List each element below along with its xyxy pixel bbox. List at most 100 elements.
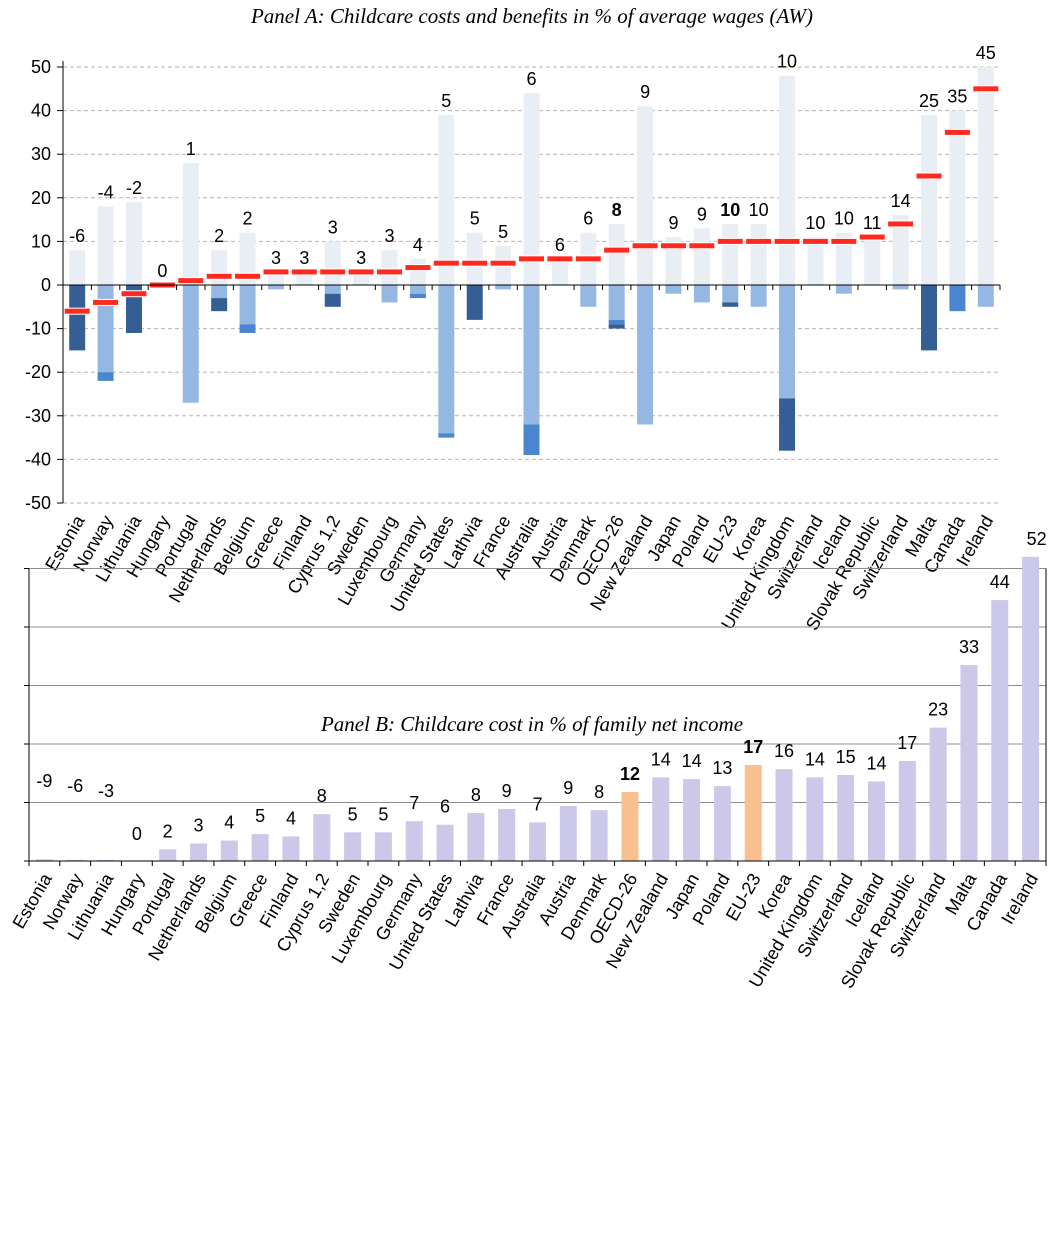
bar-cost bbox=[239, 232, 256, 285]
bar-cost bbox=[97, 206, 114, 285]
net-marker bbox=[915, 172, 943, 180]
data-label: 1 bbox=[186, 139, 196, 159]
data-label: 5 bbox=[441, 91, 451, 111]
panel-a-chart: -50-40-30-20-1001020304050-6Estonia-4Nor… bbox=[25, 43, 1001, 634]
data-label: 3 bbox=[385, 226, 395, 246]
net-marker bbox=[319, 268, 347, 276]
net-marker bbox=[830, 237, 858, 245]
net-marker bbox=[972, 85, 1000, 93]
bar bbox=[652, 777, 670, 861]
data-label: 16 bbox=[774, 741, 794, 761]
y-tick-label: -20 bbox=[25, 362, 51, 382]
data-label: 3 bbox=[271, 248, 281, 268]
net-marker bbox=[461, 259, 489, 267]
bar-benefit-dark bbox=[211, 298, 228, 312]
bar bbox=[66, 859, 84, 861]
bar bbox=[498, 808, 516, 861]
data-label: 8 bbox=[471, 785, 481, 805]
bar bbox=[775, 769, 793, 861]
bar bbox=[35, 859, 53, 861]
bar-benefit-light bbox=[835, 285, 852, 294]
data-label: 11 bbox=[863, 213, 882, 233]
net-marker bbox=[120, 290, 148, 298]
bar-cost bbox=[835, 232, 852, 285]
bar-benefit-dark bbox=[608, 324, 625, 329]
data-label: 4 bbox=[413, 235, 423, 255]
bar-benefit-light bbox=[239, 285, 256, 325]
bar bbox=[344, 832, 362, 861]
data-label: 2 bbox=[214, 226, 224, 246]
bar bbox=[898, 760, 916, 861]
data-label: 5 bbox=[498, 222, 508, 242]
bar bbox=[713, 786, 731, 861]
bar bbox=[559, 806, 577, 861]
bar-benefit-light bbox=[523, 285, 540, 425]
bar-benefit-mid bbox=[949, 285, 966, 312]
data-label: 45 bbox=[976, 43, 996, 63]
net-marker bbox=[943, 128, 971, 136]
data-label: 6 bbox=[526, 69, 536, 89]
net-marker bbox=[432, 259, 460, 267]
bar-benefit-mid bbox=[239, 324, 256, 333]
net-marker bbox=[688, 242, 716, 250]
data-label: 35 bbox=[947, 87, 967, 107]
net-marker bbox=[234, 272, 262, 280]
bar-benefit-mid bbox=[608, 319, 625, 325]
bar-benefit-light bbox=[409, 285, 426, 294]
bar bbox=[991, 600, 1009, 861]
net-marker bbox=[546, 255, 574, 263]
data-label: 25 bbox=[919, 91, 939, 111]
bar bbox=[190, 843, 207, 861]
data-label: 5 bbox=[255, 806, 265, 826]
net-marker bbox=[773, 237, 801, 245]
bar-benefit-light bbox=[722, 285, 739, 303]
data-label: -2 bbox=[126, 178, 142, 198]
data-label: 3 bbox=[193, 815, 203, 835]
data-label: 6 bbox=[440, 797, 450, 817]
bar-benefit-light bbox=[182, 285, 199, 403]
bar-benefit-light bbox=[779, 285, 796, 399]
net-marker bbox=[631, 242, 659, 250]
panel-a-title: Panel A: Childcare costs and benefits in… bbox=[250, 4, 814, 28]
data-label: 15 bbox=[836, 747, 856, 767]
data-label: 44 bbox=[990, 572, 1010, 592]
net-marker bbox=[404, 264, 432, 272]
bar-benefit-dark bbox=[921, 285, 938, 351]
bar-cost bbox=[438, 114, 455, 286]
data-label: 9 bbox=[640, 82, 650, 102]
bar-cost bbox=[551, 258, 568, 285]
data-label: 9 bbox=[563, 778, 573, 798]
bar-cost bbox=[466, 232, 483, 285]
bar-cost bbox=[182, 162, 199, 285]
net-marker bbox=[574, 255, 602, 263]
data-label: 10 bbox=[805, 213, 825, 233]
data-label: 0 bbox=[157, 261, 167, 281]
net-marker bbox=[376, 268, 404, 276]
bar-benefit-light bbox=[267, 285, 284, 290]
bar-benefit-light bbox=[892, 285, 909, 290]
data-label: 2 bbox=[243, 209, 253, 229]
data-label: 14 bbox=[866, 753, 886, 773]
bar bbox=[313, 814, 331, 861]
data-label: 23 bbox=[928, 700, 948, 720]
bar bbox=[929, 727, 947, 861]
data-label: 10 bbox=[720, 200, 740, 220]
y-tick-label: -30 bbox=[25, 406, 51, 426]
panel-b-title: Panel B: Childcare cost in % of family n… bbox=[320, 712, 744, 736]
bar bbox=[282, 836, 300, 861]
data-label: 5 bbox=[378, 804, 388, 824]
bar bbox=[467, 813, 485, 861]
y-tick-label: 20 bbox=[31, 188, 51, 208]
bar-benefit-light bbox=[637, 285, 654, 425]
bar-cost bbox=[892, 215, 909, 285]
bar bbox=[159, 849, 177, 861]
bar bbox=[960, 665, 978, 861]
net-marker bbox=[518, 255, 545, 263]
data-label: 8 bbox=[612, 200, 622, 220]
bar-cost bbox=[125, 202, 142, 285]
bar-benefit-light bbox=[438, 285, 455, 434]
data-label: 9 bbox=[502, 781, 512, 801]
bar-benefit-dark bbox=[779, 398, 796, 451]
net-marker bbox=[489, 259, 517, 267]
